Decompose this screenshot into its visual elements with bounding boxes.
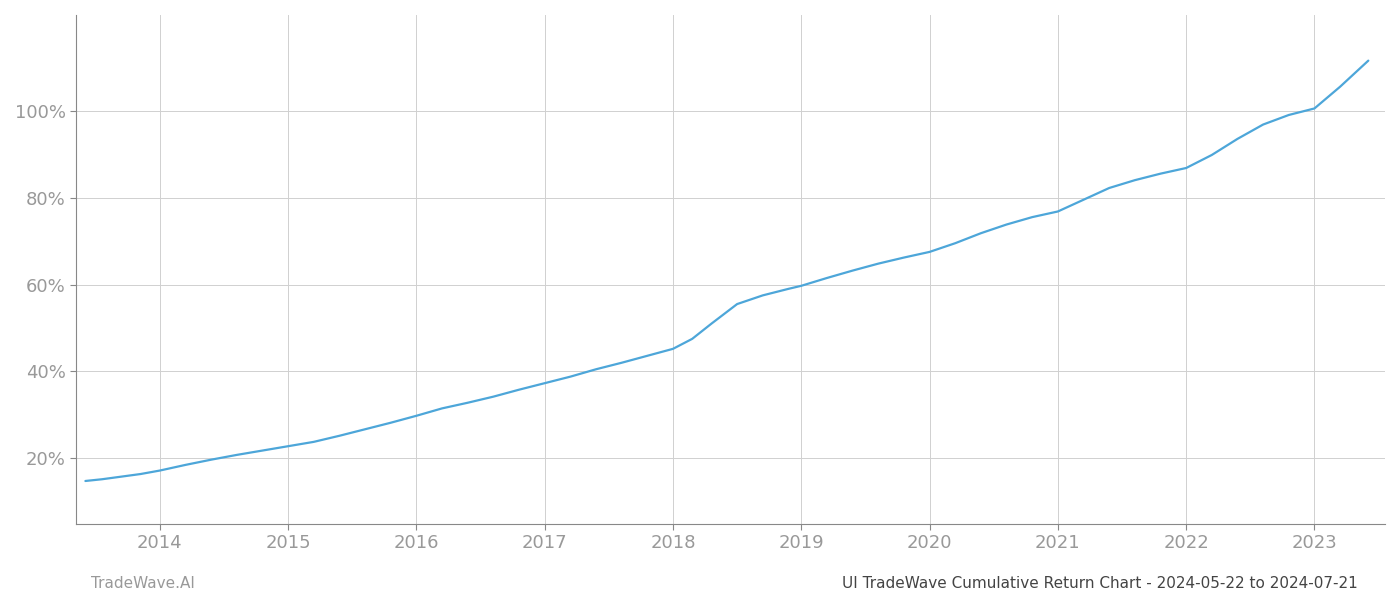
Text: TradeWave.AI: TradeWave.AI — [91, 576, 195, 591]
Text: UI TradeWave Cumulative Return Chart - 2024-05-22 to 2024-07-21: UI TradeWave Cumulative Return Chart - 2… — [843, 576, 1358, 591]
